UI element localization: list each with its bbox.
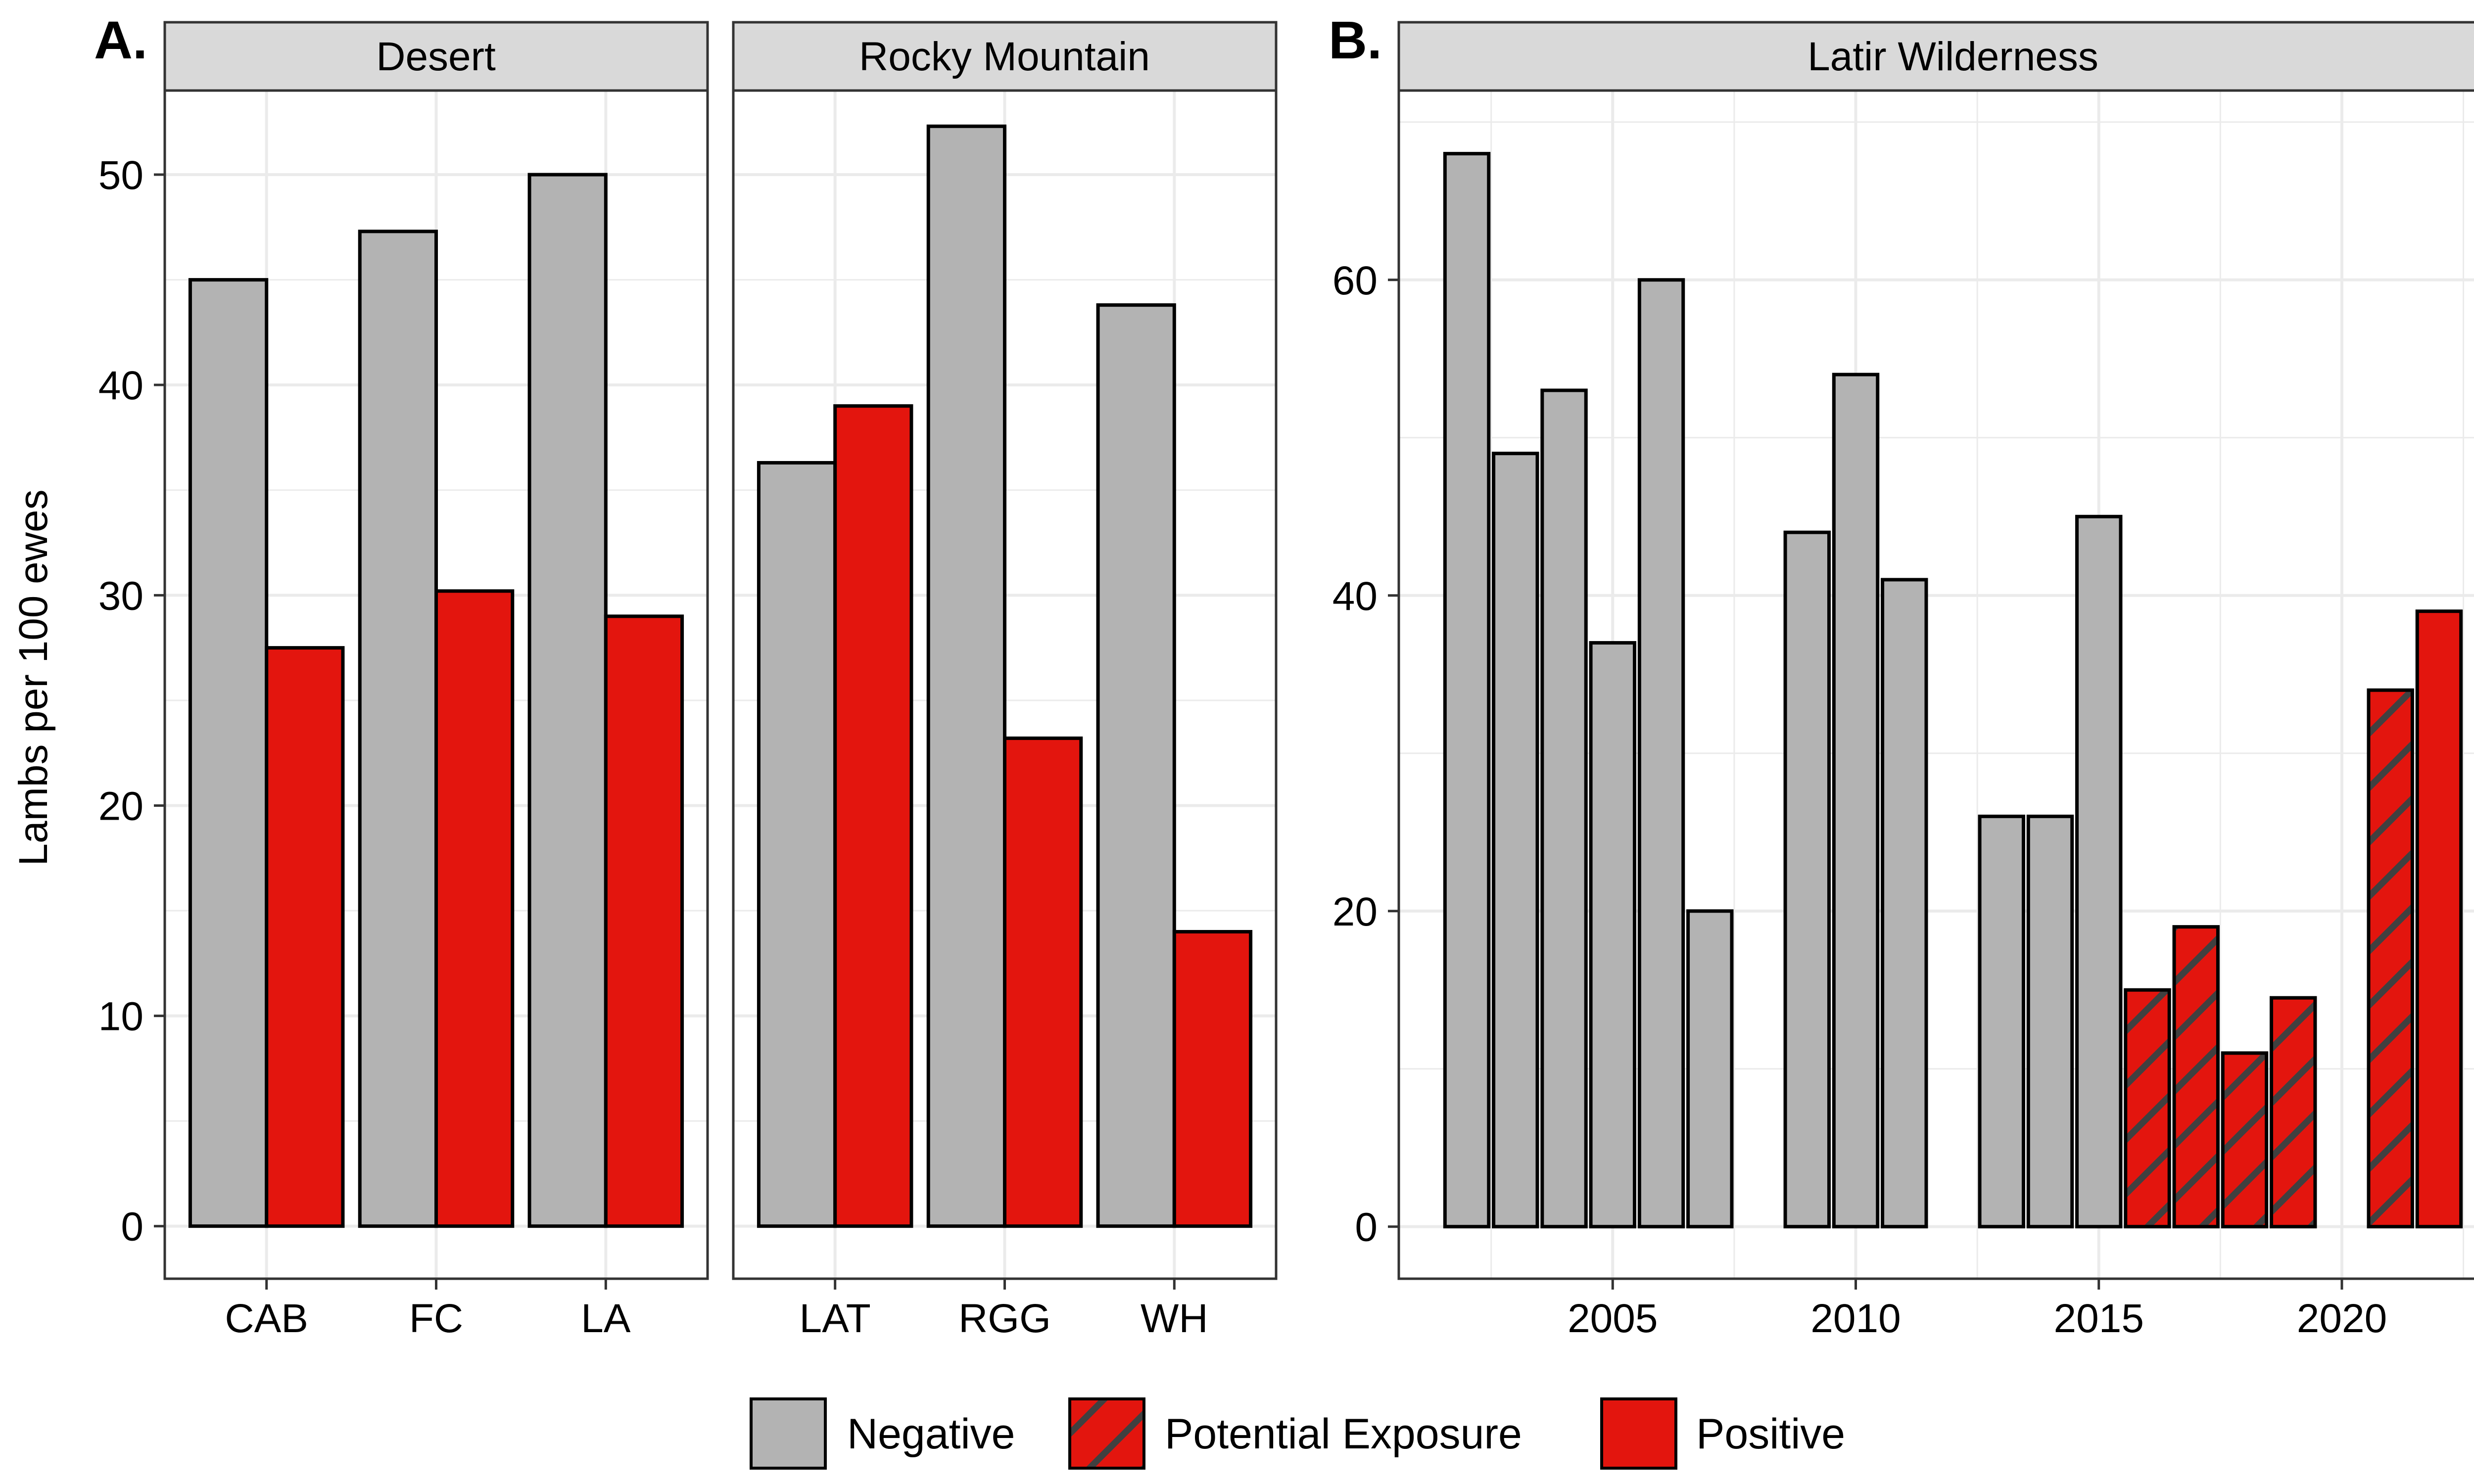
bar-latir-2002-negative [1443, 152, 1491, 1229]
x-tick-label-wh: WH [1141, 1296, 1208, 1341]
y-axis-panel-b: 0 20 40 60 [1332, 258, 1399, 1250]
bar-desert-fc-positive [434, 589, 515, 1228]
bar-rocky-mountain-rgg-positive [1003, 736, 1083, 1228]
bar-latir-2004-negative [1540, 388, 1588, 1229]
bar-desert-la-negative [527, 173, 608, 1228]
bar-latir-2009-negative [1783, 530, 1831, 1229]
legend-key-negative [750, 1397, 827, 1470]
bar-latir-2005-negative [1589, 641, 1636, 1229]
y-tick-label-10: 10 [98, 994, 143, 1039]
bar-desert-la-positive [604, 614, 684, 1228]
legend: Negative Potential Exposure Positive [750, 1397, 1845, 1470]
bar-latir-2007-negative [1686, 909, 1734, 1229]
x-tick-label-cab: CAB [225, 1296, 308, 1341]
x-tick-label-2020: 2020 [2297, 1296, 2387, 1341]
bar-rocky-mountain-wh-positive [1172, 930, 1253, 1228]
bar-latir-2017-potential-exposure [2172, 925, 2220, 1229]
bar-rocky-mountain-lat-positive [833, 404, 913, 1228]
strip-latir-wilderness [1397, 21, 2474, 92]
strip-rocky-mountain [732, 21, 1278, 92]
y-tick-label-0: 0 [121, 1205, 143, 1250]
y-tick-label-30: 30 [98, 573, 143, 618]
y-tick-label-20: 20 [1332, 889, 1378, 934]
y-tick-label-40: 40 [98, 363, 143, 408]
legend-item-positive: Positive [1600, 1397, 1845, 1470]
facet-desert: Desert CAB FC LA [163, 21, 709, 1341]
bar-latir-2014-negative [2026, 814, 2074, 1229]
bar-latir-2006-negative [1637, 278, 1685, 1229]
x-tick-label-2010: 2010 [1810, 1296, 1901, 1341]
facet-rocky-mountain: Rocky Mountain LAT RGG WH [732, 21, 1278, 1341]
plot-area-rocky-mountain: LAT RGG WH [732, 89, 1278, 1341]
bar-latir-2018-potential-exposure [2221, 1051, 2269, 1229]
bar-rocky-mountain-lat-negative [757, 461, 837, 1228]
bar-latir-2003-negative [1492, 452, 1539, 1229]
bar-latir-2013-negative [1978, 814, 2025, 1229]
bar-desert-cab-positive [265, 646, 345, 1228]
strip-label-rocky-mountain: Rocky Mountain [859, 34, 1150, 79]
legend-item-negative: Negative [750, 1397, 1015, 1470]
x-tick-label-2005: 2005 [1568, 1296, 1658, 1341]
bar-rocky-mountain-wh-negative [1096, 303, 1176, 1228]
legend-item-potential-exposure: Potential Exposure [1068, 1397, 1522, 1470]
bar-latir-2010-negative [1832, 372, 1880, 1229]
x-tick-label-lat: LAT [800, 1296, 871, 1341]
y-tick-label-40: 40 [1332, 574, 1378, 619]
panel-b-letter: B. [1329, 10, 1382, 70]
legend-key-potential-exposure [1068, 1397, 1145, 1470]
legend-label-potential-exposure: Potential Exposure [1165, 1410, 1522, 1458]
bar-latir-2021-potential-exposure [2367, 688, 2414, 1229]
y-tick-label-60: 60 [1332, 258, 1378, 303]
y-tick-label-0: 0 [1355, 1205, 1378, 1250]
bar-latir-2015-negative [2075, 514, 2123, 1229]
panel-a-letter: A. [94, 10, 147, 70]
facet-latir-wilderness: Latir Wilderness 2005 2010 2015 2020 [1397, 21, 2474, 1341]
bar-desert-fc-negative [358, 230, 438, 1228]
bar-latir-2022-positive [2415, 609, 2463, 1229]
legend-label-negative: Negative [847, 1410, 1015, 1458]
strip-label-latir-wilderness: Latir Wilderness [1808, 34, 2098, 79]
bar-latir-2016-potential-exposure [2124, 988, 2171, 1229]
x-tick-label-la: LA [581, 1296, 631, 1341]
plot-area-latir-wilderness: 2005 2010 2015 2020 [1397, 89, 2474, 1341]
y-tick-label-50: 50 [98, 153, 143, 198]
x-tick-label-rgg: RGG [958, 1296, 1051, 1341]
y-axis-panel-a: 0 10 20 30 40 50 [98, 153, 165, 1250]
x-tick-label-fc: FC [409, 1296, 463, 1341]
y-axis-title: Lambs per 100 ewes [11, 489, 56, 866]
x-tick-label-2015: 2015 [2054, 1296, 2144, 1341]
legend-key-positive [1600, 1397, 1677, 1470]
bar-latir-2019-potential-exposure [2270, 996, 2317, 1229]
bar-latir-2011-negative [1881, 578, 1928, 1229]
strip-label-desert: Desert [376, 34, 496, 79]
bar-rocky-mountain-rgg-negative [926, 124, 1006, 1228]
strip-desert [163, 21, 709, 92]
y-tick-label-20: 20 [98, 784, 143, 829]
bar-desert-cab-negative [188, 278, 269, 1228]
legend-label-positive: Positive [1696, 1410, 1845, 1458]
panel-border-latir-wilderness [1397, 89, 2474, 1280]
plot-area-desert: CAB FC LA [163, 89, 709, 1341]
